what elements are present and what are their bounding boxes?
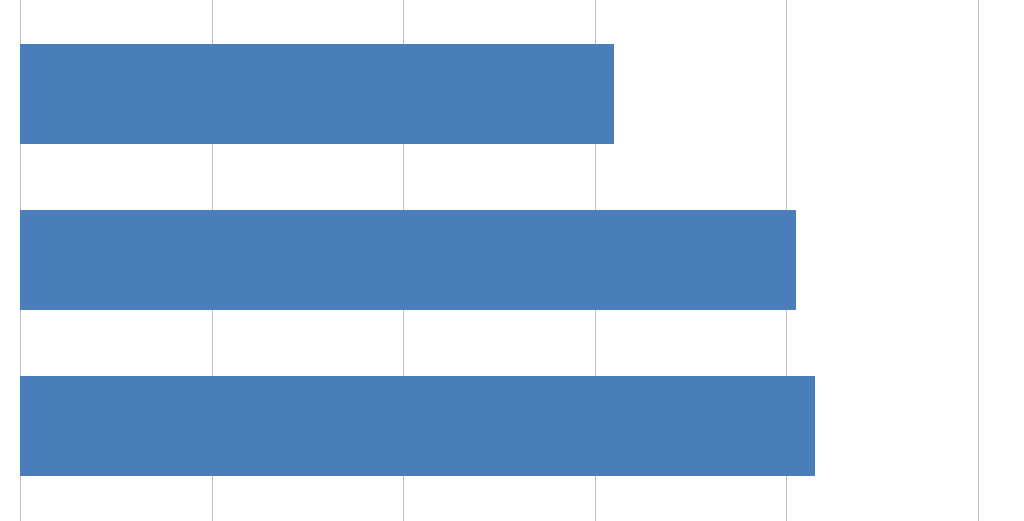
gridline bbox=[978, 0, 979, 521]
plot-area bbox=[20, 0, 978, 521]
bar bbox=[20, 44, 614, 144]
bar bbox=[20, 376, 815, 476]
bar-slot bbox=[20, 351, 978, 501]
bar-slot bbox=[20, 19, 978, 169]
horizontal-bar-chart bbox=[0, 0, 1024, 521]
bar bbox=[20, 210, 796, 310]
bar-slot bbox=[20, 185, 978, 335]
